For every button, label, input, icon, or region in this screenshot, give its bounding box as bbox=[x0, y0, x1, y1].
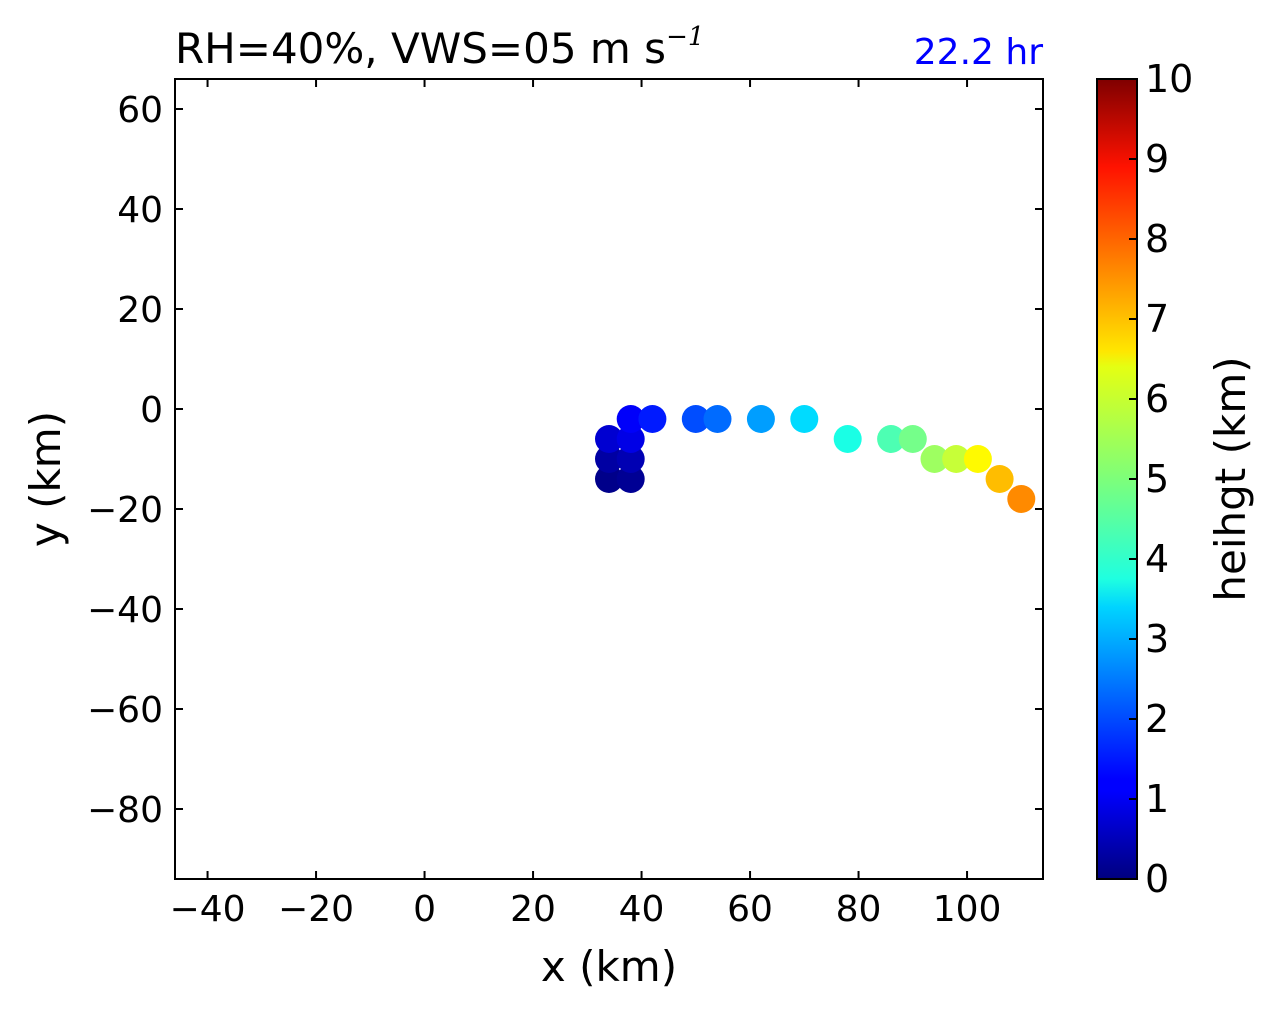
colorbar-label: heihgt (km) bbox=[1206, 356, 1255, 601]
scatter-point bbox=[595, 445, 623, 473]
scatter-point bbox=[703, 405, 732, 433]
colorbar-tick-label: 3 bbox=[1145, 617, 1169, 661]
scatter-point bbox=[963, 445, 992, 473]
colorbar-tick-label: 8 bbox=[1145, 217, 1169, 261]
scatter-point bbox=[746, 405, 775, 433]
y-tick-label: 20 bbox=[117, 290, 163, 331]
data-points bbox=[595, 405, 1036, 513]
colorbar-tick-label: 9 bbox=[1145, 137, 1169, 181]
scatter-point bbox=[595, 465, 623, 493]
scatter-point bbox=[616, 405, 645, 433]
y-tick-label: −40 bbox=[87, 590, 163, 631]
y-tick-label: −20 bbox=[87, 490, 163, 531]
colorbar-tick-label: 5 bbox=[1145, 457, 1169, 501]
colorbar-tick-label: 1 bbox=[1145, 777, 1169, 821]
scatter-point bbox=[616, 425, 645, 453]
colorbar-tick-label: 10 bbox=[1145, 57, 1193, 101]
scatter-point bbox=[985, 465, 1014, 493]
y-tick-label: 0 bbox=[140, 390, 163, 431]
x-axis-label: x (km) bbox=[541, 942, 677, 991]
colorbar-tick-label: 6 bbox=[1145, 377, 1169, 421]
x-tick-label: −40 bbox=[170, 889, 246, 930]
x-tick-label: 0 bbox=[413, 889, 436, 930]
x-tick-label: −20 bbox=[278, 889, 354, 930]
x-tick-label: 80 bbox=[836, 889, 882, 930]
y-tick-label: 60 bbox=[117, 90, 163, 131]
scatter-point bbox=[616, 465, 645, 493]
scatter-point bbox=[616, 445, 645, 473]
scatter-point bbox=[833, 425, 862, 453]
scatter-point bbox=[595, 425, 623, 453]
scatter-point bbox=[681, 405, 710, 433]
scatter-point bbox=[942, 445, 971, 473]
x-tick-label: 40 bbox=[619, 889, 665, 930]
scatter-point bbox=[920, 445, 949, 473]
x-tick-label: 20 bbox=[510, 889, 556, 930]
y-tick-label: −80 bbox=[87, 790, 163, 831]
colorbar-tick-label: 4 bbox=[1145, 537, 1169, 581]
colorbar-tick-label: 7 bbox=[1145, 297, 1169, 341]
y-tick-label: 40 bbox=[117, 190, 163, 231]
colorbar-tick-label: 2 bbox=[1145, 697, 1169, 741]
x-tick-label: 100 bbox=[933, 889, 1002, 930]
scatter-point bbox=[1007, 485, 1036, 513]
scatter-point bbox=[898, 425, 927, 453]
scatter-point bbox=[638, 405, 667, 433]
colorbar-ticks: 0 1 2 3 4 5 6 7 8 9 10 bbox=[1129, 57, 1193, 901]
chart-title: RH=40%, VWS=05 m s−1 bbox=[175, 22, 704, 73]
x-tick-label: 60 bbox=[727, 889, 773, 930]
time-annotation: 22.2 hr bbox=[914, 32, 1043, 73]
colorbar-tick-label: 0 bbox=[1145, 857, 1169, 901]
title-superscript: −1 bbox=[666, 22, 704, 52]
scatter-point bbox=[790, 405, 819, 433]
scatter-point bbox=[877, 425, 906, 453]
y-tick-label: −60 bbox=[87, 690, 163, 731]
y-axis-label: y (km) bbox=[21, 411, 70, 547]
axis-ticks: −40 −20 0 20 40 60 80 100 60 40 20 0 −20 −40 −60 −80 bbox=[87, 79, 1043, 930]
